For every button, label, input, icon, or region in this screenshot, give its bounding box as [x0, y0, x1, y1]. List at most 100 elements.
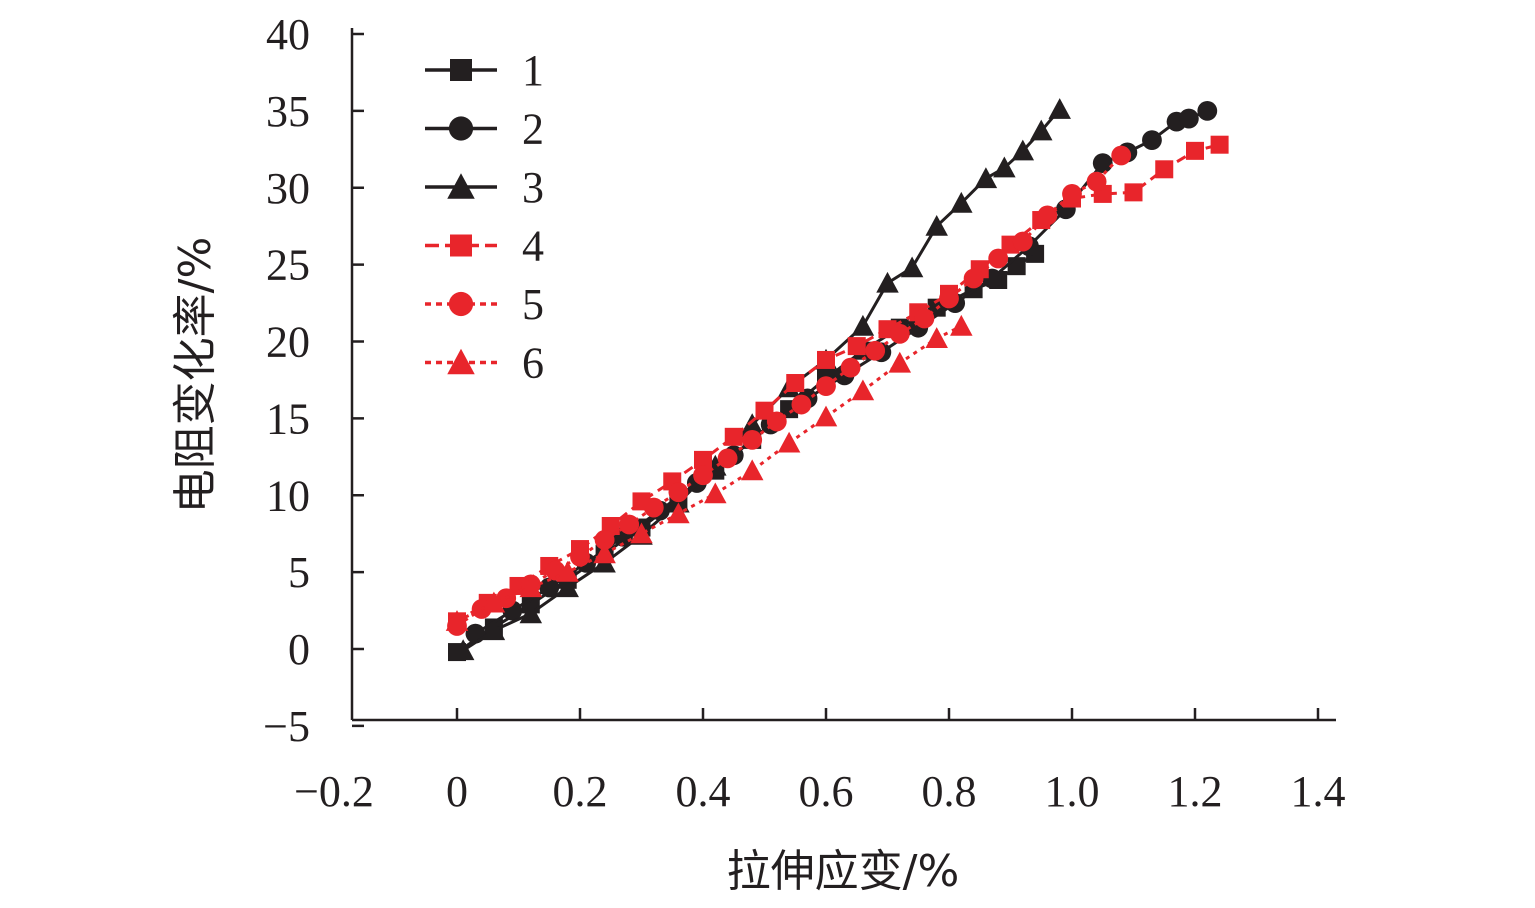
- data-point: [594, 529, 615, 550]
- data-point: [445, 610, 469, 631]
- legend-swatch-marker: [450, 59, 472, 81]
- data-point: [1048, 98, 1071, 119]
- x-tick-label: 1.4: [1291, 767, 1346, 816]
- data-point: [465, 623, 486, 644]
- data-point: [1092, 153, 1113, 174]
- data-point: [777, 431, 801, 453]
- x-tick-label: 0.4: [676, 767, 731, 816]
- legend-label: 6: [522, 339, 544, 388]
- data-point: [539, 577, 560, 598]
- legend-swatch-marker: [450, 234, 472, 257]
- data-point: [1124, 183, 1143, 202]
- data-point: [451, 639, 475, 661]
- data-point: [704, 482, 727, 504]
- data-point: [1186, 141, 1204, 160]
- legend-label: 1: [522, 46, 544, 95]
- x-axis-title: 拉伸应变/%: [727, 846, 960, 897]
- data-point: [786, 374, 805, 393]
- data-point: [694, 450, 712, 469]
- data-point: [693, 465, 713, 486]
- data-point: [950, 191, 973, 213]
- data-point: [876, 271, 899, 293]
- series-6: [445, 314, 973, 631]
- y-tick-label: 0: [288, 625, 310, 674]
- data-point: [847, 337, 866, 356]
- legend-item-6: 6: [425, 339, 544, 388]
- y-tick-label: 5: [288, 548, 310, 597]
- data-point: [1155, 160, 1174, 179]
- data-point: [900, 256, 924, 278]
- data-point: [742, 430, 763, 450]
- data-point: [755, 401, 774, 420]
- data-point: [766, 411, 787, 432]
- data-point: [1012, 231, 1033, 252]
- data-point: [1030, 119, 1053, 141]
- data-point: [1037, 205, 1058, 226]
- legend-item-2: 2: [425, 105, 544, 154]
- data-point: [519, 602, 543, 624]
- legend-swatch-marker: [447, 173, 475, 199]
- x-ticks: −0.2 0 0.2 0.4 0.6 0.8 1.0 1.2 1.4: [294, 708, 1346, 816]
- data-point: [1178, 108, 1199, 129]
- data-point: [667, 502, 690, 524]
- data-point: [1210, 135, 1229, 154]
- data-point: [988, 248, 1009, 269]
- legend-swatch-marker: [448, 116, 474, 141]
- x-tick-label: 0: [446, 767, 468, 816]
- y-tick-label: 10: [266, 471, 310, 520]
- y-tick-label: 30: [266, 164, 310, 213]
- y-tick-label: 25: [266, 241, 310, 290]
- data-point: [724, 427, 743, 446]
- legend-label: 4: [522, 222, 544, 271]
- data-point: [619, 514, 640, 535]
- data-point: [570, 546, 590, 567]
- data-point: [840, 357, 861, 378]
- y-ticks: −5 0 5 10 15 20 25 30 35 40: [263, 10, 364, 751]
- data-point: [668, 482, 689, 503]
- legend-label: 2: [522, 105, 544, 154]
- data-point: [667, 491, 690, 513]
- data-point: [1062, 184, 1082, 204]
- data-point: [630, 522, 653, 544]
- data-point: [791, 394, 812, 415]
- data-point: [593, 542, 616, 564]
- data-point: [814, 405, 838, 427]
- data-point: [1086, 171, 1107, 192]
- data-point: [1007, 257, 1026, 276]
- data-point: [740, 413, 764, 435]
- x-tick-label: 0.2: [553, 767, 608, 816]
- data-point: [519, 576, 543, 598]
- x-tick-label: 0.6: [799, 767, 854, 816]
- data-point: [851, 379, 875, 401]
- data-point: [740, 459, 764, 481]
- data-point: [643, 497, 664, 518]
- y-axis-title: 电阻变化率/%: [170, 237, 221, 514]
- data-point: [925, 327, 948, 348]
- data-point: [974, 167, 998, 189]
- data-point: [851, 314, 875, 336]
- legend-item-3: 3: [425, 163, 544, 212]
- data-point: [993, 156, 1016, 178]
- y-tick-label: 35: [266, 87, 310, 136]
- legend-item-1: 1: [425, 46, 544, 95]
- data-point: [1011, 139, 1035, 161]
- data-point: [1142, 130, 1162, 150]
- data-point: [482, 591, 506, 613]
- legend: 1 2 3 4 5 6: [425, 46, 544, 388]
- legend-item-4: 4: [425, 222, 544, 271]
- data-point: [1197, 100, 1218, 121]
- data-point: [939, 288, 959, 309]
- data-point: [482, 619, 506, 641]
- y-tick-label: 15: [266, 394, 310, 443]
- data-point: [556, 560, 579, 582]
- data-point: [925, 214, 948, 236]
- y-tick-label: 20: [266, 318, 310, 367]
- data-point: [817, 350, 835, 369]
- data-point: [963, 268, 984, 289]
- data-point: [914, 308, 935, 329]
- legend-swatch-marker: [447, 348, 475, 375]
- data-point: [889, 323, 910, 344]
